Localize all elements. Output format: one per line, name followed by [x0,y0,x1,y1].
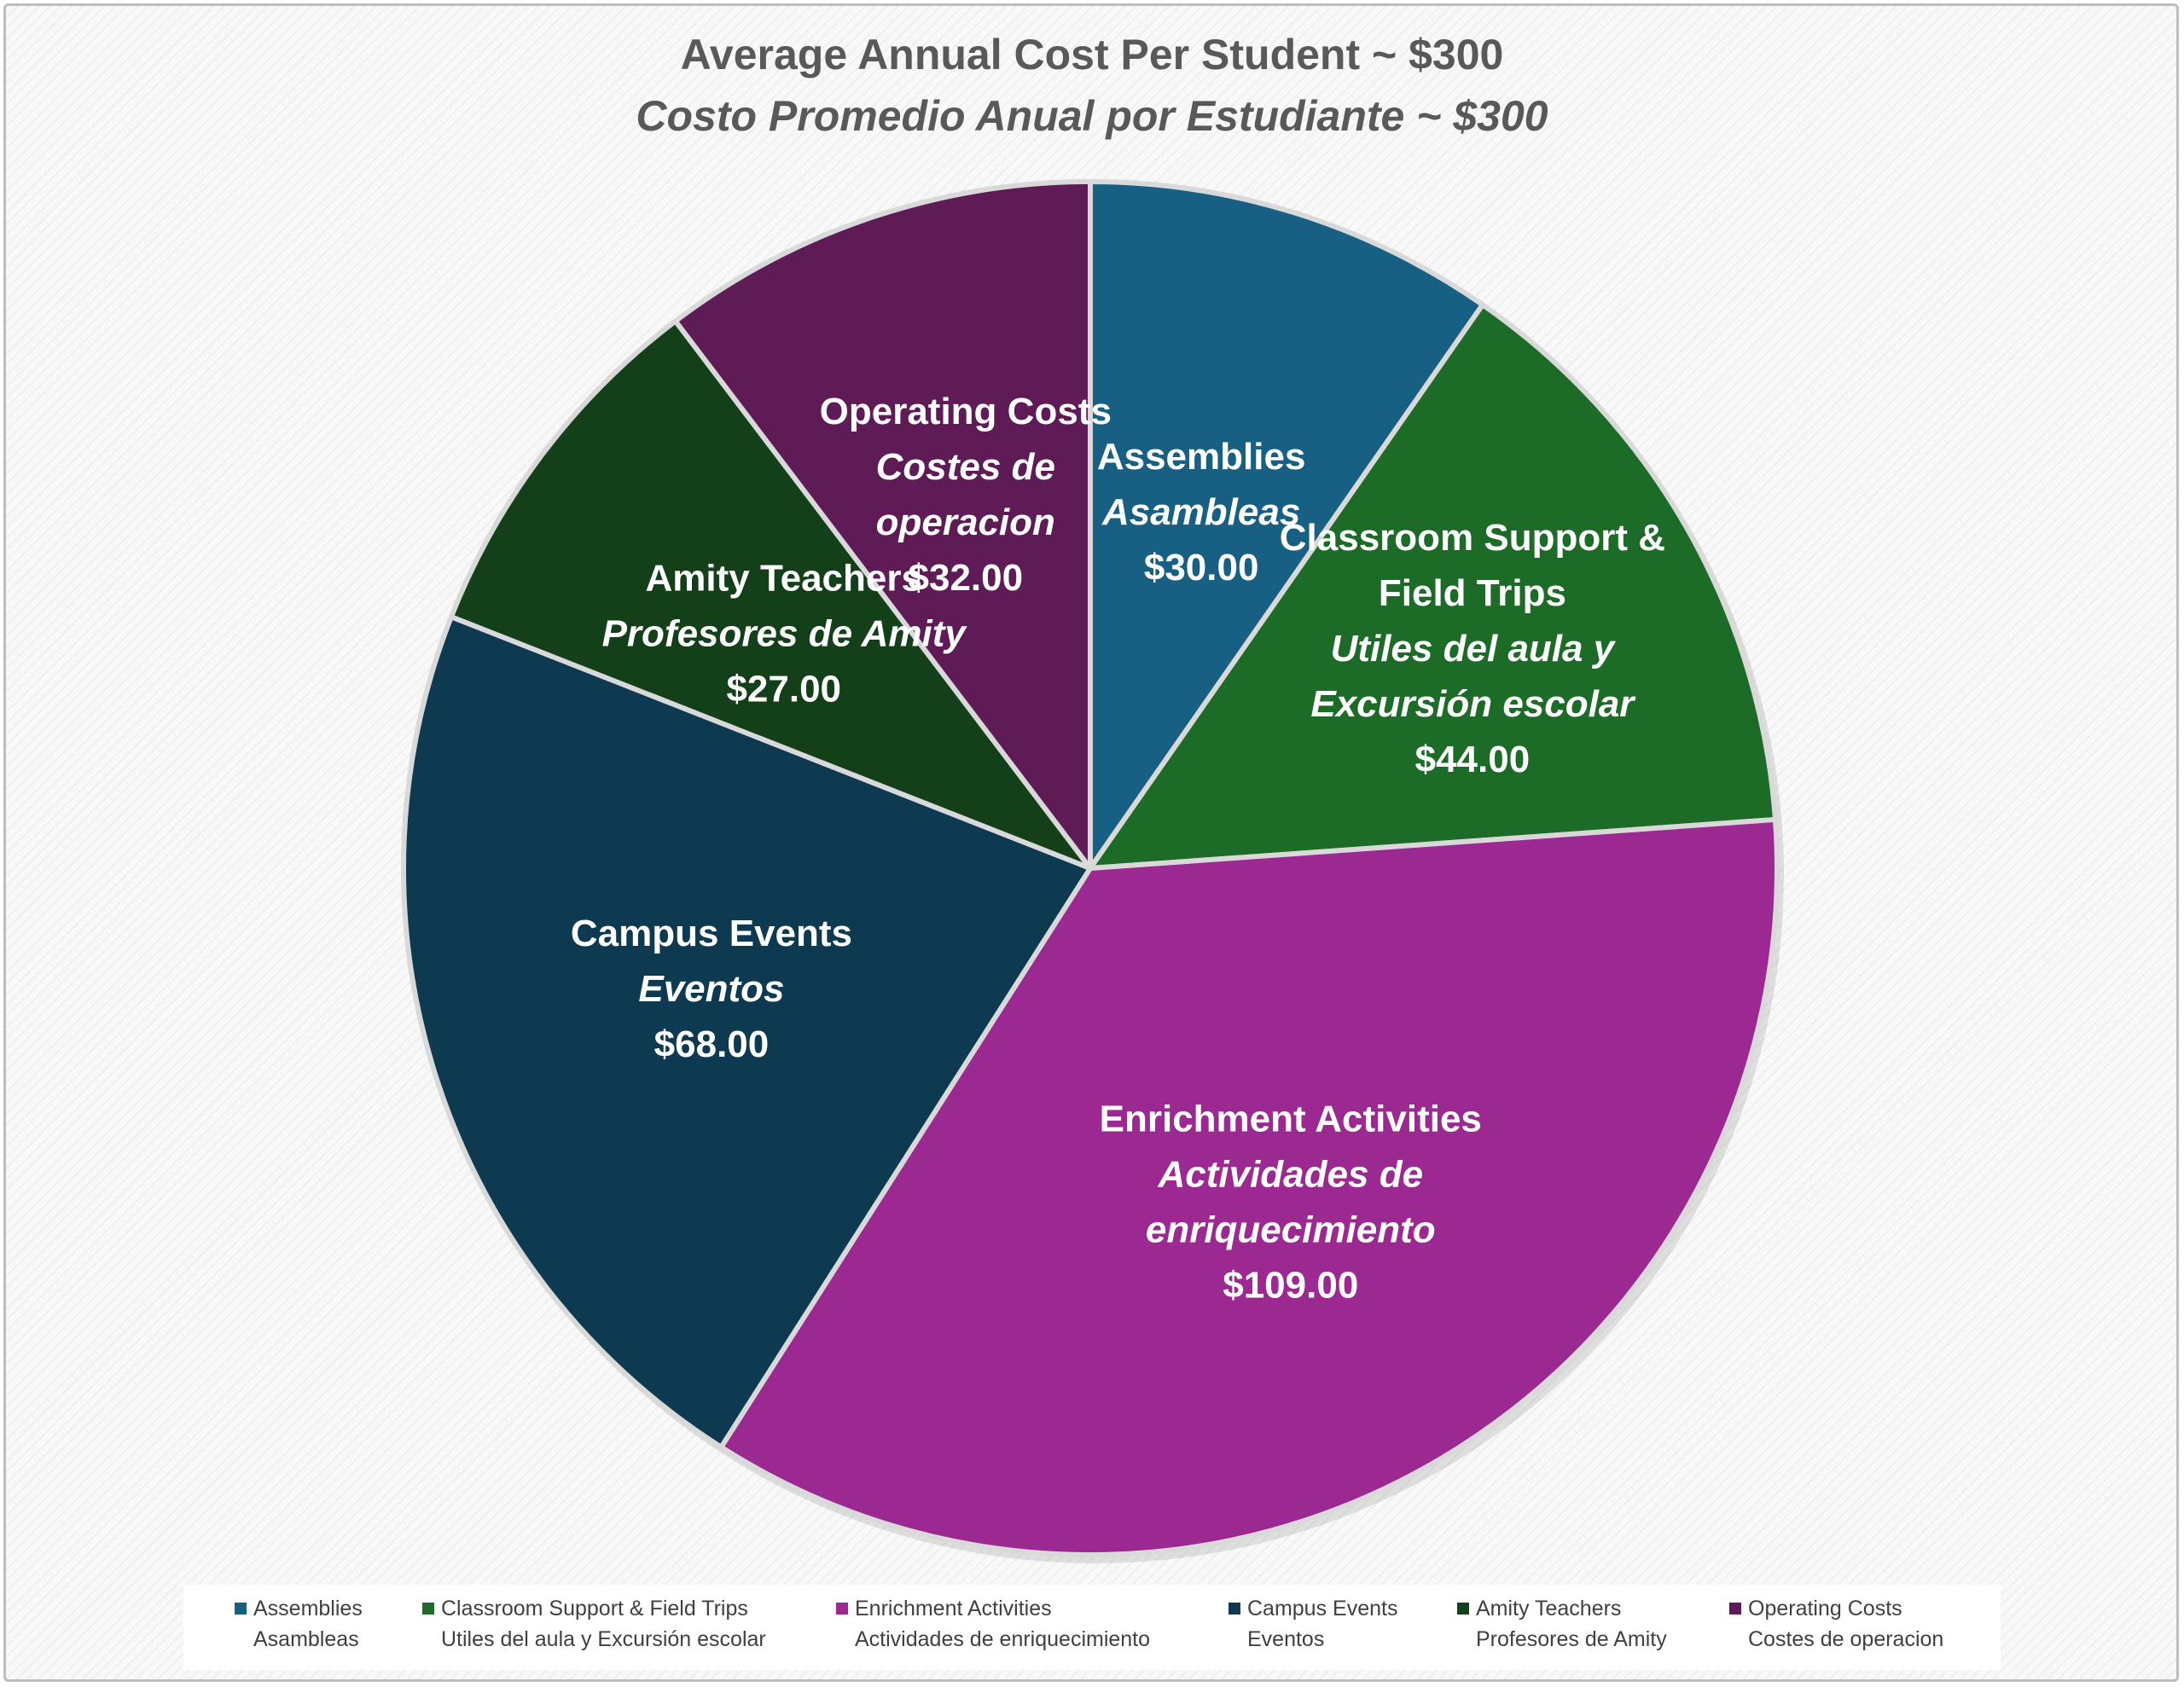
data-label-line: Assemblies [1097,436,1306,478]
pie-data-labels: Assemblies Asambleas $30.00 Classroom Suppo… [571,391,1665,1306]
legend-label-line1: Classroom Support & Field Trips [441,1597,748,1620]
data-label-line: Enrichment Activities [1100,1098,1482,1139]
legend-swatch [422,1603,434,1615]
data-label-classroom-support-and-field-trips: Classroom Support & Field Trips Utiles del… [1280,517,1665,780]
legend-label-line2: Costes de operacion [1748,1627,1944,1651]
legend-label: Assemblies Asambleas [253,1593,363,1655]
legend-swatch [1457,1603,1469,1615]
legend-label-line2: Asambleas [253,1627,359,1651]
data-label-line: Field Trips [1379,572,1566,614]
legend-label-line1: Campus Events [1247,1597,1398,1620]
legend-label-line1: Enrichment Activities [855,1597,1052,1620]
legend-label-line1: Amity Teachers [1476,1597,1622,1620]
data-label-operating-costs: Operating Costs Costes de operacion $32.00 [820,391,1112,599]
legend-label-line1: Assemblies [253,1597,363,1620]
data-label-amity-teachers: Amity Teachers Profesores de Amity $27.00 [602,557,968,710]
chart-title: Average Annual Cost Per Student ~ $300 [680,31,1504,78]
data-label-line: $109.00 [1223,1264,1358,1306]
legend-swatch [1228,1603,1240,1615]
legend-label-line2: Actividades de enriquecimiento [855,1627,1151,1651]
data-label-line: enriquecimiento [1146,1209,1436,1250]
data-label-line: Asambleas [1101,491,1300,533]
data-label-line: $44.00 [1415,739,1531,780]
legend-label: Classroom Support & Field Trips Utiles de… [441,1593,766,1655]
legend-label-line2: Profesores de Amity [1476,1627,1667,1651]
data-label-assemblies: Assemblies Asambleas $30.00 [1097,436,1306,588]
data-label-line: Utiles del aula y [1331,628,1617,670]
legend-label: Operating Costs Costes de operacion [1748,1593,1943,1655]
legend-swatch [235,1603,247,1615]
legend-label: Campus Events Eventos [1247,1593,1397,1655]
legend-swatch [1729,1603,1741,1615]
data-label-line: Classroom Support & [1280,517,1665,559]
chart-subtitle: Costo Promedio Anual por Estudiante ~ $3… [636,92,1548,140]
pie-slices [401,179,1784,1563]
pie-slice-operating-costs [672,179,1093,871]
pie-slice-assemblies [1088,179,1485,871]
pie-slice-classroom-support-and-field-trips [1088,302,1778,871]
data-label-enrichment-activities: Enrichment Activities Actividades de enriq… [1100,1098,1482,1306]
pie-slice-enrichment-activities [718,816,1780,1557]
data-label-line: Amity Teachers [646,557,922,599]
data-label-line: $32.00 [909,557,1024,599]
legend-label-line1: Operating Costs [1748,1597,1902,1620]
data-label-line: $30.00 [1144,547,1259,588]
data-label-line: Eventos [638,968,784,1010]
data-label-line: $68.00 [654,1023,770,1065]
data-label-line: Profesores de Amity [602,612,968,654]
pie-slice-amity-teachers [448,318,1093,871]
data-label-line: Costes de [876,446,1055,488]
pie-slice-campus-events [401,614,1093,1450]
chart-title-block: Average Annual Cost Per Student ~ $300 C… [0,24,2184,147]
data-label-line: Campus Events [571,913,852,954]
data-label-campus-events: Campus Events Eventos $68.00 [571,913,852,1065]
data-label-line: $27.00 [726,668,841,710]
legend-label: Enrichment Activities Actividades de enri… [855,1593,1150,1655]
legend-swatch [836,1603,848,1615]
legend-label-line2: Eventos [1247,1627,1325,1651]
data-label-line: Operating Costs [820,391,1112,432]
data-label-line: operacion [876,501,1055,543]
legend-label-line2: Utiles del aula y Excursión escolar [441,1627,766,1651]
data-label-line: Excursión escolar [1310,683,1636,725]
chart-legend: Assemblies Asambleas Classroom Support & F… [183,1585,2001,1670]
legend-label: Amity Teachers Profesores de Amity [1476,1593,1667,1655]
data-label-line: Actividades de [1157,1153,1423,1195]
